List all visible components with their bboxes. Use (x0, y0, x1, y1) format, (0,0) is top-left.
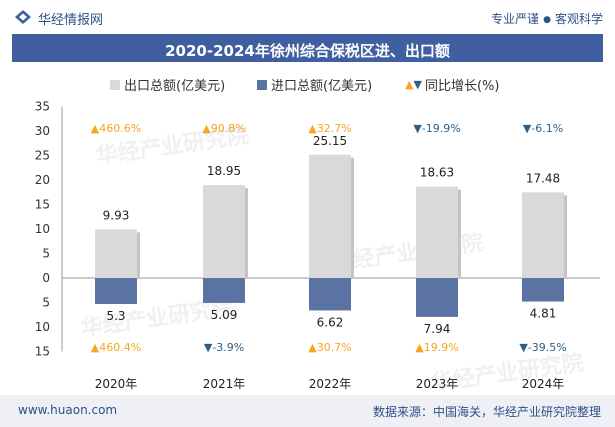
import-growth-label: ▲460.4% (91, 341, 141, 354)
import-bar (203, 278, 245, 303)
y-tick-label-upper: 20 (35, 173, 50, 187)
import-bar (522, 278, 564, 302)
y-tick-label-lower: 10 (35, 320, 50, 334)
legend-label-growth: 同比增长(%) (424, 79, 500, 94)
import-growth-label: ▲19.9% (415, 341, 458, 354)
header: 华经情报网 专业严谨 ● 客观科学 (0, 0, 615, 34)
export-growth-label: ▲90.8% (202, 122, 245, 135)
legend-up-triangle-icon: ▲ (405, 78, 414, 91)
import-bar (309, 278, 351, 311)
y-tick-label-upper: 15 (35, 198, 50, 212)
export-growth-label: ▼-19.9% (413, 122, 460, 135)
export-bar-shadow (458, 189, 461, 278)
export-bar-shadow (564, 195, 567, 278)
tagline: 专业严谨 ● 客观科学 (491, 10, 603, 27)
chart-plot: 35 30 25 20 15 10 5 0 5 10 15 9.93 5.3 2020年 ▲460.6% ▲4… (35, 100, 600, 391)
x-category-label: 2023年 (416, 377, 459, 391)
legend: 出口总额(亿美元) 进口总额(亿美元) ▲ ▼ 同比增长(%) (0, 75, 615, 94)
import-value-label: 5.09 (211, 308, 238, 322)
title-bar: 2020-2024年徐州综合保税区进、出口额 (12, 34, 603, 62)
y-tick-label-upper: 35 (35, 100, 50, 114)
tagline-dot-icon: ● (543, 15, 551, 25)
import-value-label: 7.94 (424, 322, 451, 336)
import-value-label: 5.3 (106, 309, 125, 323)
legend-swatch-import (257, 79, 267, 90)
export-bar (95, 229, 137, 278)
tagline-left: 专业严谨 (491, 12, 540, 26)
legend-down-triangle-icon: ▼ (413, 78, 422, 91)
brand-name: 华经情报网 (38, 13, 104, 28)
import-value-label: 6.62 (317, 315, 344, 329)
x-category-label: 2024年 (522, 377, 565, 391)
export-growth-label: ▲460.6% (91, 122, 141, 135)
legend-swatch-export (110, 79, 120, 90)
import-growth-label: ▼-39.5% (519, 341, 566, 354)
import-growth-label: ▲30.7% (308, 341, 351, 354)
export-bar (309, 154, 351, 278)
y-tick-label-upper: 10 (35, 222, 50, 236)
x-category-label: 2021年 (203, 377, 246, 391)
export-value-label: 18.63 (420, 166, 454, 180)
x-category-label: 2020年 (95, 377, 138, 391)
export-bar (203, 185, 245, 278)
x-category-label: 2022年 (309, 377, 352, 391)
footer-url[interactable]: www.huaon.com (18, 403, 118, 417)
y-tick-label-upper: 0 (42, 271, 50, 285)
import-growth-label: ▼-3.9% (204, 341, 244, 354)
footer: www.huaon.com 数据来源：中国海关，华经产业研究院整理 (0, 395, 615, 427)
import-value-label: 4.81 (530, 307, 557, 321)
y-tick-label-upper: 5 (42, 247, 50, 261)
legend-item-growth: ▲ ▼ 同比增长(%) (405, 75, 499, 94)
export-value-label: 18.95 (207, 164, 241, 178)
export-growth-label: ▼-6.1% (523, 122, 563, 135)
export-bar-shadow (137, 232, 140, 278)
legend-item-export: 出口总额(亿美元) (110, 75, 225, 94)
export-value-label: 17.48 (526, 171, 560, 185)
tagline-right: 客观科学 (554, 12, 603, 26)
legend-item-import: 进口总额(亿美元) (257, 75, 372, 94)
export-bar (416, 186, 458, 278)
y-tick-label-upper: 30 (35, 124, 50, 138)
y-tick-label-upper: 25 (35, 149, 50, 163)
import-bar (95, 278, 137, 304)
export-value-label: 25.15 (313, 134, 347, 148)
legend-label-export: 出口总额(亿美元) (124, 79, 226, 94)
footer-source: 数据来源：中国海关，华经产业研究院整理 (372, 405, 601, 419)
export-growth-label: ▲32.7% (308, 122, 351, 135)
y-tick-label-lower: 5 (42, 296, 50, 310)
export-bar-shadow (351, 157, 354, 278)
y-tick-label-lower: 15 (35, 345, 50, 359)
export-bar-shadow (245, 188, 248, 278)
logo-icon (15, 10, 31, 24)
chart-title: 2020-2024年徐州综合保税区进、出口额 (165, 42, 450, 60)
legend-label-import: 进口总额(亿美元) (271, 79, 373, 94)
export-value-label: 9.93 (103, 208, 130, 222)
export-bar (522, 192, 564, 278)
import-bar (416, 278, 458, 317)
